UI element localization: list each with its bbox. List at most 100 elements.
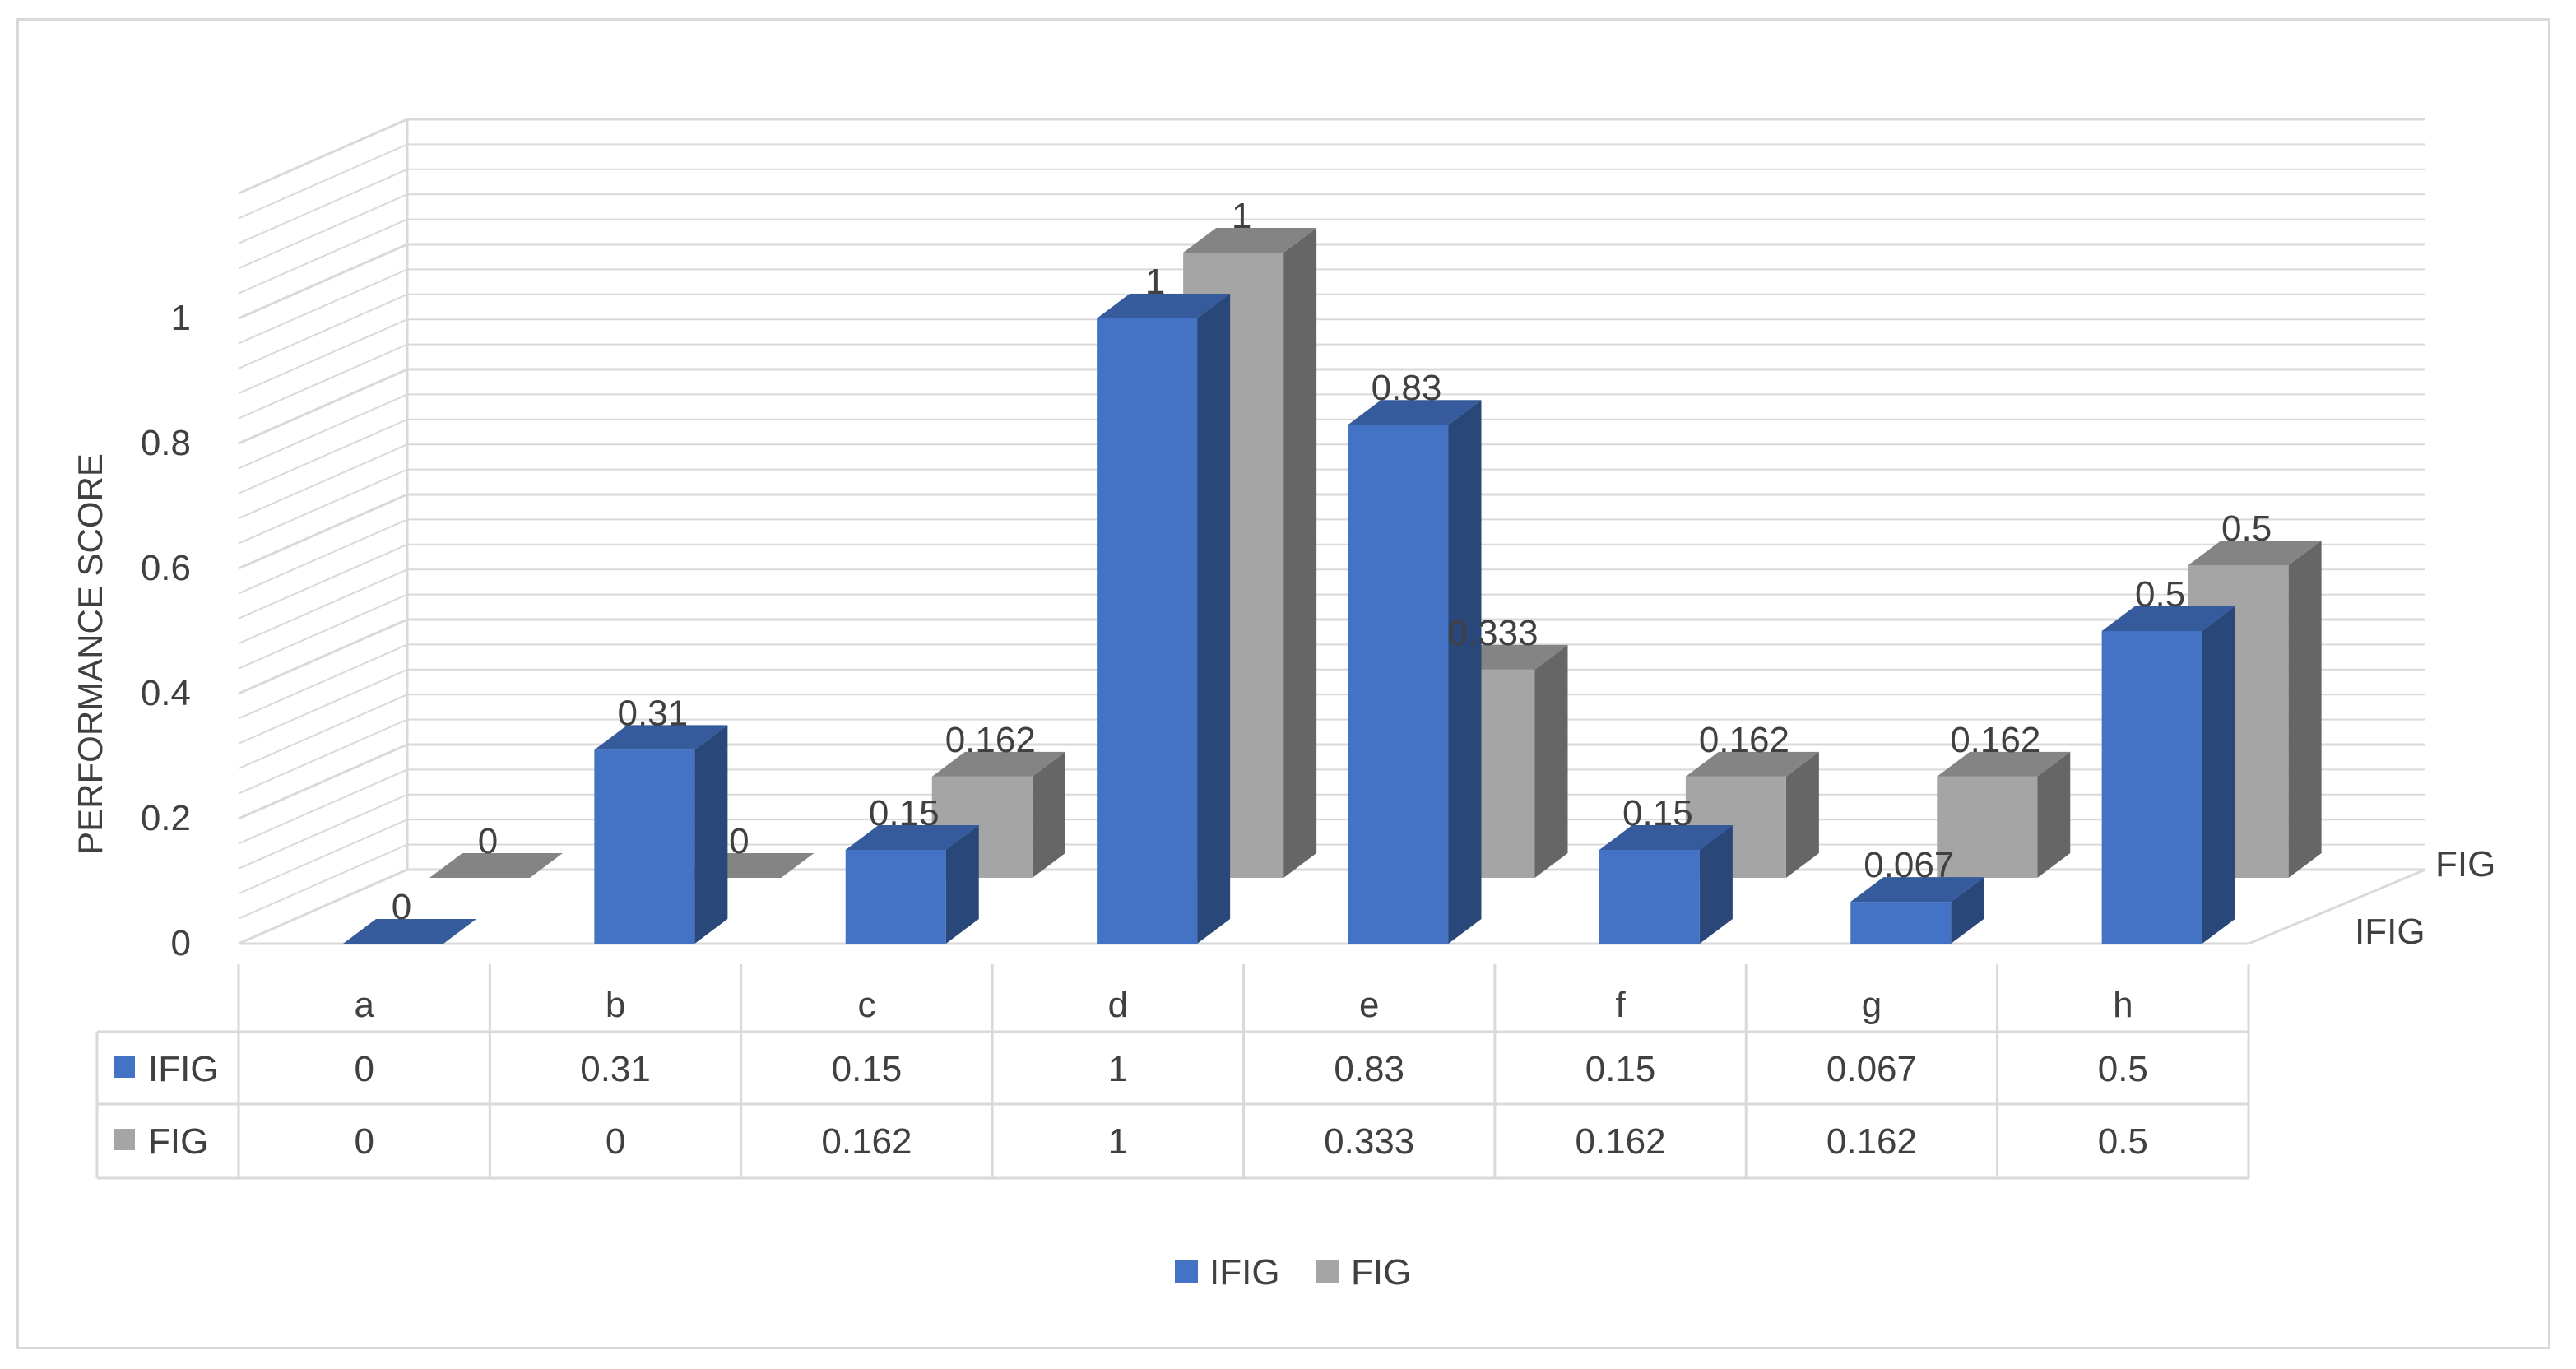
- table-cell: 0.162: [1576, 1121, 1666, 1162]
- y-tick-label: 0.4: [141, 673, 191, 713]
- bar-ifig-c: [845, 825, 979, 944]
- depth-axis-label: FIG: [2435, 844, 2495, 884]
- gridline: [238, 718, 2425, 795]
- data-label-ifig-a: 0: [392, 887, 411, 927]
- gridline: [238, 793, 2425, 870]
- bar-fig-a: [429, 853, 563, 878]
- table-cell: 0: [606, 1121, 625, 1162]
- y-tick-label: 0.6: [141, 548, 191, 588]
- table-row-fig: FIG 0 0 0.162 1 0.333 0.162 0.162 0.5: [114, 1121, 2148, 1162]
- y-tick-label: 0.2: [141, 798, 191, 838]
- legend-item-fig[interactable]: FIG: [1316, 1252, 1411, 1292]
- table-grid: [95, 964, 2250, 1180]
- gridline: [238, 819, 2425, 895]
- category-label: d: [1108, 985, 1128, 1025]
- data-label-fig-b: 0: [729, 821, 749, 861]
- legend-label: IFIG: [1209, 1252, 1280, 1292]
- bar-ifig-b: [594, 725, 728, 944]
- table-series-name: IFIG: [148, 1049, 219, 1089]
- data-label-ifig-h: 0.5: [2135, 574, 2185, 615]
- table-cell: 1: [1108, 1049, 1128, 1089]
- gridline: [238, 318, 2425, 395]
- gridline: [238, 768, 2425, 845]
- legend[interactable]: IFIG FIG: [1175, 1252, 1411, 1292]
- table-cell: 0.162: [1826, 1121, 1917, 1162]
- legend-swatch: [1175, 1260, 1198, 1283]
- data-label-ifig-g: 0.067: [1864, 845, 1954, 885]
- table-row-ifig: IFIG 0 0.31 0.15 1 0.83 0.15 0.067 0.5: [114, 1049, 2148, 1089]
- bar-ifig-d: [1097, 294, 1231, 944]
- data-label-fig-h: 0.5: [2221, 508, 2272, 549]
- category-label: a: [354, 985, 374, 1025]
- category-label: h: [2113, 985, 2133, 1025]
- table-cell: 0.83: [1334, 1049, 1404, 1089]
- y-tick-label: 0.8: [141, 423, 191, 463]
- category-label: e: [1359, 985, 1379, 1025]
- gridline: [238, 293, 2425, 369]
- floor: [239, 868, 2426, 945]
- legend-swatch: [1316, 1260, 1339, 1283]
- bar-ifig-g: [1850, 877, 1984, 944]
- data-label-ifig-b: 0.31: [618, 693, 689, 733]
- table-cell: 0.162: [821, 1121, 912, 1162]
- table-cell: 0: [354, 1121, 374, 1162]
- gridline: [238, 418, 2425, 494]
- gridline: [238, 518, 2425, 595]
- gridline: [238, 218, 2425, 295]
- gridline: [238, 543, 2425, 620]
- table-cell: 0.15: [1585, 1049, 1656, 1089]
- gridline: [238, 593, 2425, 670]
- table-cell: 0.067: [1826, 1049, 1917, 1089]
- gridline: [238, 694, 2425, 770]
- data-label-fig-g: 0.162: [1950, 720, 2040, 760]
- bar-ifig-e: [1348, 400, 1482, 944]
- legend-label: FIG: [1351, 1252, 1411, 1292]
- gridline: [238, 568, 2425, 645]
- data-label-fig-a: 0: [478, 821, 498, 861]
- bar-fig-c: [931, 751, 1065, 878]
- gridline: [238, 243, 2425, 320]
- gridline: [238, 118, 2425, 195]
- y-tick-label: 1: [171, 298, 191, 338]
- data-label-fig-c: 0.162: [945, 720, 1036, 760]
- gridline: [238, 843, 2425, 920]
- table-cell: 0.15: [832, 1049, 903, 1089]
- data-label-ifig-c: 0.15: [869, 793, 940, 833]
- depth-axis-label: IFIG: [2355, 912, 2425, 952]
- data-label-ifig-f: 0.15: [1622, 793, 1693, 833]
- data-label-fig-e: 0.333: [1447, 613, 1538, 653]
- category-label: c: [857, 985, 875, 1025]
- category-label: b: [606, 985, 625, 1025]
- gridline: [238, 668, 2425, 745]
- table-cell: 0.5: [2098, 1049, 2148, 1089]
- bar-ifig-a: [343, 919, 476, 944]
- gridline: [238, 868, 2425, 945]
- gridline: [238, 468, 2425, 545]
- table-series-name: FIG: [148, 1121, 208, 1162]
- bar-ifig-h: [2101, 606, 2235, 944]
- data-label-fig-d: 1: [1232, 196, 1251, 236]
- data-label-ifig-e: 0.83: [1372, 368, 1442, 408]
- table-cell: 0.31: [580, 1049, 651, 1089]
- gridline: [238, 168, 2425, 244]
- table-cell: 0.333: [1324, 1121, 1414, 1162]
- gridline: [238, 643, 2425, 720]
- gridline: [238, 143, 2425, 220]
- gridline: [238, 193, 2425, 270]
- gridline: [238, 268, 2425, 345]
- y-axis-title: PERFORMANCE SCORE: [71, 453, 109, 855]
- table-legend-key: [114, 1129, 135, 1150]
- data-labels: 0 0 0.162 1 0.333 0.162 0.162 0.5 0 0.31 0.15 1 0.83…: [392, 196, 2272, 927]
- bars: [343, 228, 2322, 944]
- table-cell: 0: [354, 1049, 374, 1089]
- y-tick-label: 0: [171, 923, 191, 963]
- legend-item-ifig[interactable]: IFIG: [1175, 1252, 1280, 1292]
- gridline: [238, 393, 2425, 470]
- table-cell: 1: [1108, 1121, 1128, 1162]
- gridline: [238, 343, 2425, 420]
- gridlines: [238, 118, 2426, 945]
- category-label: f: [1615, 985, 1626, 1025]
